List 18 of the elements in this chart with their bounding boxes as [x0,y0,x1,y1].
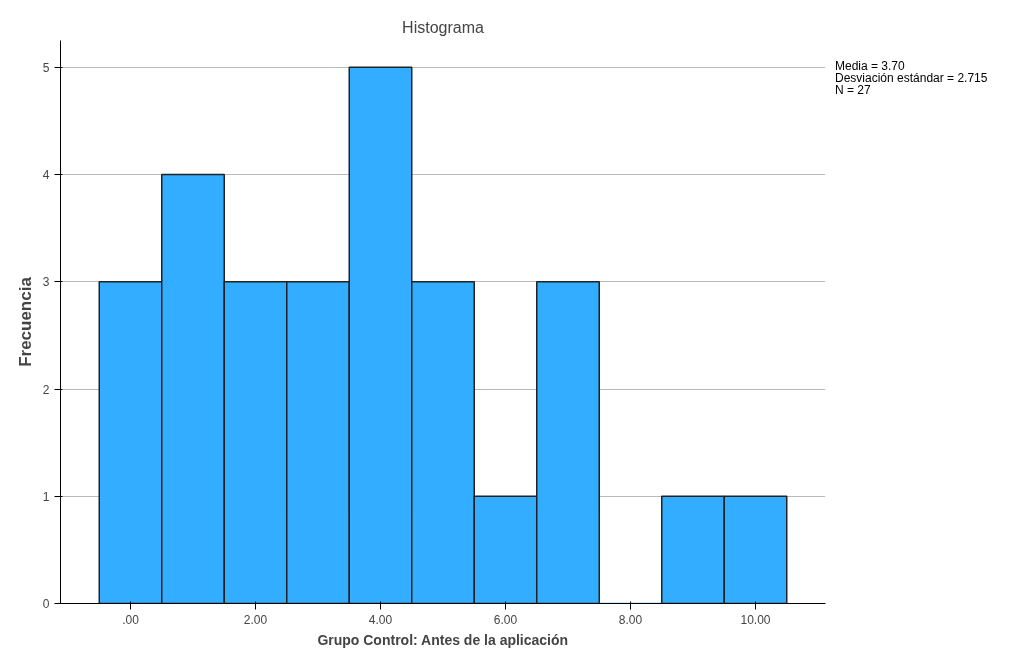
y-tick-label: 5 [42,60,50,75]
y-axis-title: Frecuencia [15,276,35,367]
y-tick-label: 2 [42,382,50,397]
y-tick-label: 1 [42,489,50,504]
x-tick-label: 6.00 [493,612,518,627]
y-tick-label: 3 [42,275,50,290]
text: N = 27 [835,83,871,97]
y-tick-label: 0 [42,597,50,611]
x-tick-label: 4.00 [368,612,393,627]
chart-title: Histograma [402,18,484,36]
x-tick-label: 10.00 [740,612,771,627]
x-tick-label: .00 [122,612,140,627]
x-tick-label: 2.00 [243,612,268,627]
x-axis-title: Grupo Control: Antes de la aplicación [317,631,569,648]
y-tick-label: 4 [42,168,50,183]
x-tick-label: 8.00 [618,612,643,627]
text: Desviación estándar = 2.715 [835,71,988,85]
text: Media = 3.70 [835,59,905,73]
